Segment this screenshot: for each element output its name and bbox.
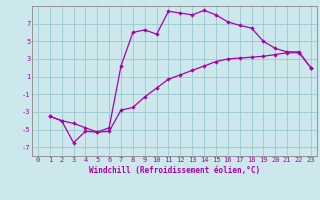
X-axis label: Windchill (Refroidissement éolien,°C): Windchill (Refroidissement éolien,°C) xyxy=(89,166,260,175)
